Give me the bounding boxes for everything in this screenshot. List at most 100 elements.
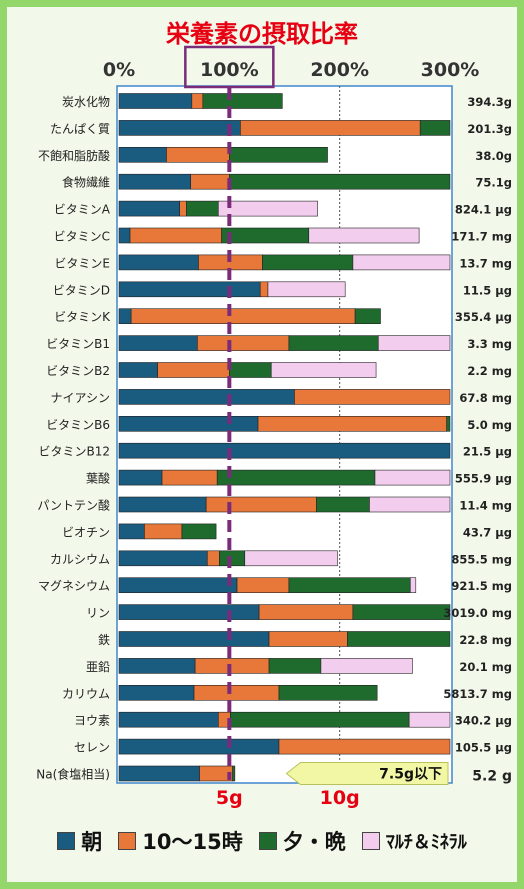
category-label: 鉄 <box>98 632 110 647</box>
bar-segment <box>161 469 218 486</box>
bar-segment <box>294 389 451 405</box>
legend: 朝 10～15時 夕・晩 ﾏﾙﾁ＆ﾐﾈﾗﾙ <box>0 826 524 856</box>
amount-label: 21.5 μg <box>463 445 512 459</box>
bar-segment <box>369 496 451 513</box>
legend-swatch <box>118 832 137 850</box>
bar-group <box>118 200 318 217</box>
bar-segment <box>118 550 208 567</box>
bar-segment <box>232 765 236 782</box>
bar-group <box>118 604 451 620</box>
x-tick-label: 0% <box>103 59 135 81</box>
chart-title: 栄養素の摂取比率 <box>166 20 358 48</box>
bar-segment <box>194 658 270 674</box>
bar-group <box>118 227 420 244</box>
bar-segment <box>118 227 131 244</box>
bar-segment <box>157 362 230 378</box>
bar-group <box>118 362 377 378</box>
legend-label: ﾏﾙﾁ＆ﾐﾈﾗﾙ <box>385 832 467 853</box>
bar-group <box>118 120 451 136</box>
bar-segment <box>118 658 196 674</box>
legend-swatch <box>361 832 380 850</box>
legend-item: 10～15時 <box>118 826 243 856</box>
bar-segment <box>118 631 270 647</box>
bar-group <box>118 147 328 163</box>
amount-label: 5813.7 mg <box>443 687 512 701</box>
category-label: ビタミンK <box>54 310 111 324</box>
legend-swatch <box>57 832 76 850</box>
bar-segment <box>258 604 354 620</box>
category-label: 炭水化物 <box>62 95 110 109</box>
bar-segment <box>190 173 230 190</box>
bar-segment <box>118 496 207 513</box>
bar-segment <box>278 684 378 701</box>
bar-segment <box>446 415 451 432</box>
bar-segment <box>259 281 269 298</box>
bar-group <box>118 308 381 325</box>
amount-label: 394.3g <box>467 95 512 109</box>
amount-label: 3.3 mg <box>467 337 512 351</box>
bar-segment <box>206 550 220 567</box>
bar-segment <box>267 281 346 298</box>
plot-area <box>116 85 453 784</box>
bar-group <box>118 281 346 298</box>
bar-group <box>118 442 451 459</box>
bar-segment <box>218 200 318 217</box>
category-label: ビタミンB6 <box>46 418 110 432</box>
bar-segment <box>118 765 200 782</box>
category-label: パントテン酸 <box>37 498 110 513</box>
amount-label: 171.7 mg <box>451 230 512 244</box>
bar-segment <box>130 308 356 325</box>
category-label: セレン <box>74 741 110 755</box>
bar-segment <box>118 738 280 755</box>
bar-segment <box>409 577 417 594</box>
x-tick-label: 300% <box>421 59 480 81</box>
bar-segment <box>229 173 451 190</box>
category-label: たんぱく質 <box>50 121 110 136</box>
bar-segment <box>229 147 328 163</box>
bar-segment <box>118 362 158 378</box>
amount-label: 11.5 μg <box>463 283 512 297</box>
bar-segment <box>118 120 241 136</box>
category-label: 葉酸 <box>86 471 110 486</box>
category-label: ビタミンA <box>54 203 111 217</box>
bar-segment <box>191 93 204 109</box>
bar-group <box>118 93 283 109</box>
bar-segment <box>186 200 219 217</box>
category-label: ビタミンD <box>53 283 110 297</box>
bar-segment <box>219 550 246 567</box>
bar-segment <box>118 335 198 351</box>
bar-segment <box>179 200 187 217</box>
category-label: マグネシウム <box>38 579 110 593</box>
amount-label: 5.2 g <box>472 769 512 785</box>
bar-segment <box>268 658 322 674</box>
bar-group <box>118 523 217 540</box>
bar-group <box>118 577 417 594</box>
bar-segment <box>240 120 421 136</box>
bar-segment <box>129 227 222 244</box>
bar-segment <box>118 93 193 109</box>
bar-segment <box>221 227 310 244</box>
category-label: ビタミンB1 <box>46 337 110 351</box>
amount-label: 201.3g <box>467 122 512 136</box>
bar-segment <box>181 523 217 540</box>
bar-segment <box>118 200 180 217</box>
amount-label: 105.5 μg <box>455 741 512 755</box>
legend-label: 10～15時 <box>142 830 243 854</box>
bar-segment <box>320 658 413 674</box>
legend-item: 朝 <box>57 826 102 856</box>
category-label: ビタミンB2 <box>46 364 110 378</box>
bar-group <box>118 711 451 728</box>
bar-segment <box>118 604 260 620</box>
bar-group <box>118 415 451 432</box>
bar-segment <box>270 362 377 378</box>
bar-segment <box>408 711 451 728</box>
bar-segment <box>118 415 259 432</box>
amount-label: 2.2 mg <box>467 364 512 378</box>
legend-swatch <box>258 832 277 850</box>
bar-segment <box>118 281 261 298</box>
bar-segment <box>278 738 451 755</box>
amount-label: 22.8 mg <box>459 633 512 647</box>
amount-label: 824.1 μg <box>455 203 512 217</box>
amount-label: 11.4 mg <box>459 499 512 513</box>
